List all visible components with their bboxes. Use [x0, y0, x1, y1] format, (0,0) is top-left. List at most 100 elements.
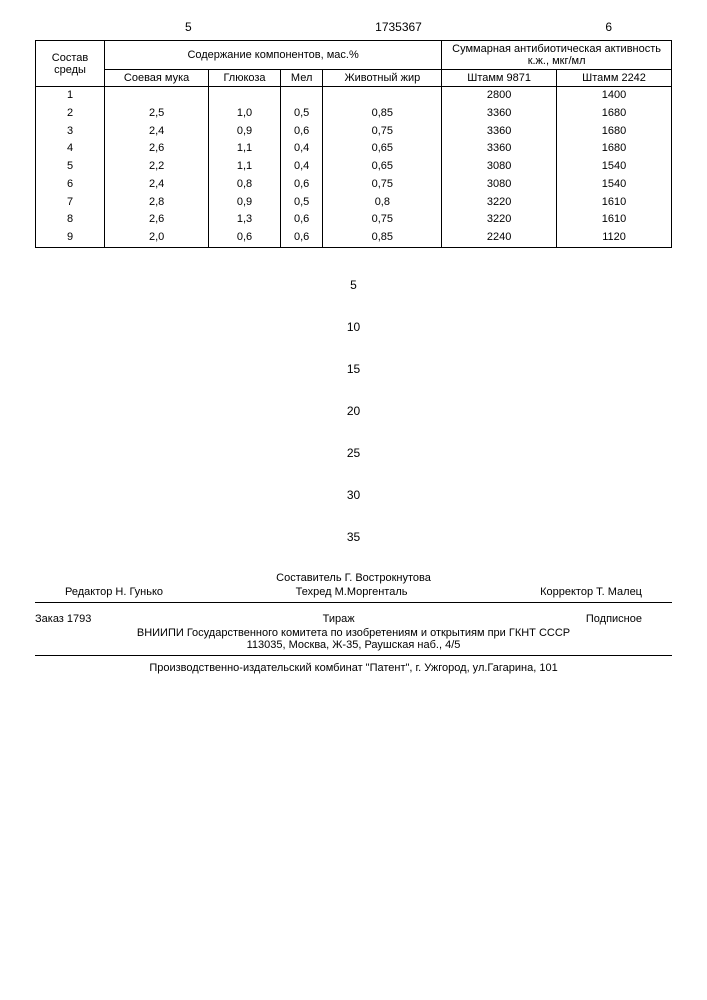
table-cell: 3360	[442, 105, 557, 123]
tech-editor: Техред М.Моргенталь	[296, 586, 408, 598]
line-marker: 30	[35, 488, 672, 502]
table-cell: 1680	[557, 105, 672, 123]
table-cell: 0,65	[323, 140, 442, 158]
table-cell: 3	[36, 123, 105, 141]
table-cell: 0,6	[280, 211, 323, 229]
table-cell: 0,6	[280, 176, 323, 194]
table-cell: 3220	[442, 194, 557, 212]
patent-number: 1735367	[375, 20, 422, 34]
table-cell: 1,3	[209, 211, 281, 229]
table-cell: 1680	[557, 140, 672, 158]
table-cell: 0,6	[280, 123, 323, 141]
th-strain2242: Штамм 2242	[557, 70, 672, 87]
table-cell: 9	[36, 229, 105, 247]
line-marker: 15	[35, 362, 672, 376]
col-num-left: 5	[185, 20, 192, 34]
table-cell: 0,5	[280, 105, 323, 123]
table-cell	[280, 87, 323, 105]
table-cell: 0,65	[323, 158, 442, 176]
table-cell: 1,0	[209, 105, 281, 123]
table-cell: 2,5	[105, 105, 209, 123]
table-cell: 6	[36, 176, 105, 194]
table-cell: 1,1	[209, 158, 281, 176]
table-cell: 0,9	[209, 123, 281, 141]
table-cell: 0,75	[323, 176, 442, 194]
line-marker: 20	[35, 404, 672, 418]
org-line1: ВНИИПИ Государственного комитета по изоб…	[35, 627, 672, 639]
th-glucose: Глюкоза	[209, 70, 281, 87]
table-cell: 3360	[442, 123, 557, 141]
table-cell: 8	[36, 211, 105, 229]
line-marker: 5	[35, 278, 672, 292]
line-markers: 5 10 15 20 25 30 35	[35, 278, 672, 544]
table-cell: 0,85	[323, 229, 442, 247]
table-cell: 0,4	[280, 158, 323, 176]
line-marker: 35	[35, 530, 672, 544]
table-cell: 2,4	[105, 123, 209, 141]
compiler-line: Составитель Г. Вострокнутова	[35, 572, 672, 584]
table-row: 52,21,10,40,6530801540	[36, 158, 672, 176]
table-cell: 1680	[557, 123, 672, 141]
table-row: 128001400	[36, 87, 672, 105]
table-cell	[105, 87, 209, 105]
table-cell: 3080	[442, 176, 557, 194]
table-cell: 0,75	[323, 123, 442, 141]
th-soy: Соевая мука	[105, 70, 209, 87]
table-cell: 2800	[442, 87, 557, 105]
table-cell: 2,6	[105, 211, 209, 229]
th-activity: Суммарная антибиотическая активность к.ж…	[442, 41, 672, 70]
editor: Редактор Н. Гунько	[65, 586, 163, 598]
table-cell: 3360	[442, 140, 557, 158]
table-row: 92,00,60,60,8522401120	[36, 229, 672, 247]
table-cell: 0,6	[280, 229, 323, 247]
col-num-right: 6	[605, 20, 612, 34]
table-cell	[323, 87, 442, 105]
line-marker: 25	[35, 446, 672, 460]
table-cell: 0,6	[209, 229, 281, 247]
table-cell: 3080	[442, 158, 557, 176]
table-cell: 1610	[557, 211, 672, 229]
table-cell: 1,1	[209, 140, 281, 158]
table-cell: 2240	[442, 229, 557, 247]
table-cell: 2,2	[105, 158, 209, 176]
printer-line: Производственно-издательский комбинат "П…	[35, 662, 672, 674]
table-row: 72,80,90,50,832201610	[36, 194, 672, 212]
table-cell: 0,4	[280, 140, 323, 158]
table-row: 62,40,80,60,7530801540	[36, 176, 672, 194]
page-header: 5 1735367 6	[35, 20, 672, 34]
table-cell: 0,85	[323, 105, 442, 123]
table-cell: 1	[36, 87, 105, 105]
table-cell: 1120	[557, 229, 672, 247]
table-cell: 1540	[557, 158, 672, 176]
table-cell: 7	[36, 194, 105, 212]
corrector: Корректор Т. Малец	[540, 586, 642, 598]
order-number: Заказ 1793	[35, 613, 91, 625]
table-cell: 0,8	[323, 194, 442, 212]
table-cell: 2,4	[105, 176, 209, 194]
th-fat: Животный жир	[323, 70, 442, 87]
tirage: Тираж	[323, 613, 355, 625]
table-cell: 0,8	[209, 176, 281, 194]
org-line2: 113035, Москва, Ж-35, Раушская наб., 4/5	[35, 639, 672, 651]
composition-table: Состав среды Содержание компонентов, мас…	[35, 40, 672, 248]
table-cell: 0,75	[323, 211, 442, 229]
table-cell: 2,0	[105, 229, 209, 247]
table-cell: 4	[36, 140, 105, 158]
table-row: 22,51,00,50,8533601680	[36, 105, 672, 123]
table-cell: 3220	[442, 211, 557, 229]
table-row: 32,40,90,60,7533601680	[36, 123, 672, 141]
credits-block: Составитель Г. Вострокнутова Редактор Н.…	[35, 572, 672, 674]
table-row: 42,61,10,40,6533601680	[36, 140, 672, 158]
th-chalk: Мел	[280, 70, 323, 87]
table-cell: 2,8	[105, 194, 209, 212]
th-components: Содержание компонентов, мас.%	[105, 41, 442, 70]
table-cell	[209, 87, 281, 105]
th-strain9871: Штамм 9871	[442, 70, 557, 87]
table-cell: 1540	[557, 176, 672, 194]
line-marker: 10	[35, 320, 672, 334]
table-cell: 1610	[557, 194, 672, 212]
table-cell: 0,9	[209, 194, 281, 212]
table-cell: 2	[36, 105, 105, 123]
subscription: Подписное	[586, 613, 642, 625]
table-body: 12800140022,51,00,50,853360168032,40,90,…	[36, 87, 672, 248]
